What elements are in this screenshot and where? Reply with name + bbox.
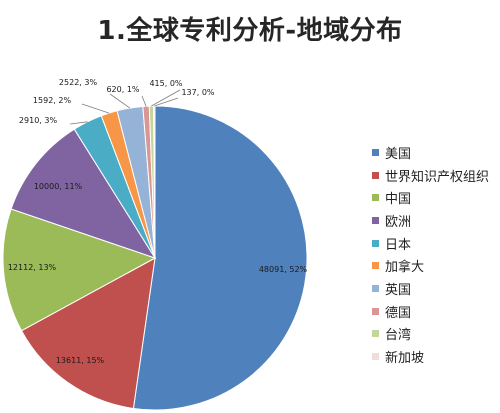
pie-slice-2 xyxy=(20,257,156,410)
data-label-7: 2522, 3% xyxy=(59,78,98,87)
legend-swatch xyxy=(372,284,379,292)
data-label-5: 2910, 3% xyxy=(19,116,58,125)
legend-label: 美国 xyxy=(385,146,412,162)
leader-line-5 xyxy=(69,121,88,125)
leader-line-6 xyxy=(81,103,110,114)
data-label-4: 10000, 11% xyxy=(34,182,83,191)
legend-item-6: 加拿大 xyxy=(372,254,489,277)
legend-item-3: 中国 xyxy=(372,186,489,209)
legend: 美国世界知识产权组织 中国欧洲日本加拿大英国德国台湾新加坡 xyxy=(372,141,489,368)
legend-label: 德国 xyxy=(385,305,412,321)
leader-line-10 xyxy=(154,97,179,107)
leader-line-8 xyxy=(141,95,147,107)
data-label-8: 620, 1% xyxy=(106,85,139,94)
legend-label: 新加坡 xyxy=(385,351,425,367)
legend-label: 日本 xyxy=(385,237,412,253)
legend-item-5: 日本 xyxy=(372,232,489,255)
leader-line-7 xyxy=(109,93,131,109)
chart-title: 1.全球专利分析-地域分布 xyxy=(97,16,403,46)
legend-swatch xyxy=(372,194,379,202)
legend-label: 台湾 xyxy=(385,328,412,344)
data-labels: 48091, 52% 13611, 15% 12112, 13% 10000, 11%… xyxy=(8,78,308,365)
leader-lines xyxy=(69,89,181,125)
legend-item-2: 世界知识产权组织 xyxy=(372,164,489,187)
legend-item-7: 英国 xyxy=(372,277,489,300)
pie-slice-1 xyxy=(132,105,308,411)
legend-swatch xyxy=(372,171,379,179)
legend-swatch xyxy=(372,239,379,247)
legend-swatch xyxy=(372,262,379,270)
data-label-1: 48091, 52% xyxy=(259,265,308,274)
legend-swatch xyxy=(372,307,379,315)
legend-swatch xyxy=(372,148,379,156)
legend-label: 中国 xyxy=(385,192,412,208)
data-label-6: 1592, 2% xyxy=(33,96,72,105)
data-label-2: 13611, 15% xyxy=(56,356,105,365)
legend-item-10: 新加坡 xyxy=(372,345,489,368)
pie-slice-3 xyxy=(2,208,157,332)
legend-label: 英国 xyxy=(385,282,412,298)
legend-swatch xyxy=(372,330,379,338)
pie-slice-4 xyxy=(10,128,157,259)
legend-item-4: 欧洲 xyxy=(372,209,489,232)
data-label-10: 137, 0% xyxy=(181,88,214,97)
legend-swatch xyxy=(372,353,379,361)
legend-label: 世界知识产权组织 xyxy=(385,169,490,185)
legend-label: 加拿大 xyxy=(385,260,425,276)
legend-swatch xyxy=(372,216,379,224)
legend-item-9: 台湾 xyxy=(372,323,489,346)
data-label-3: 12112, 13% xyxy=(8,263,57,272)
legend-item-1: 美国 xyxy=(372,141,489,164)
leader-line-9 xyxy=(151,89,181,107)
data-label-9: 415, 0% xyxy=(149,79,182,88)
legend-label: 欧洲 xyxy=(385,214,412,230)
legend-item-8: 德国 xyxy=(372,300,489,323)
pie-slices xyxy=(2,105,308,411)
